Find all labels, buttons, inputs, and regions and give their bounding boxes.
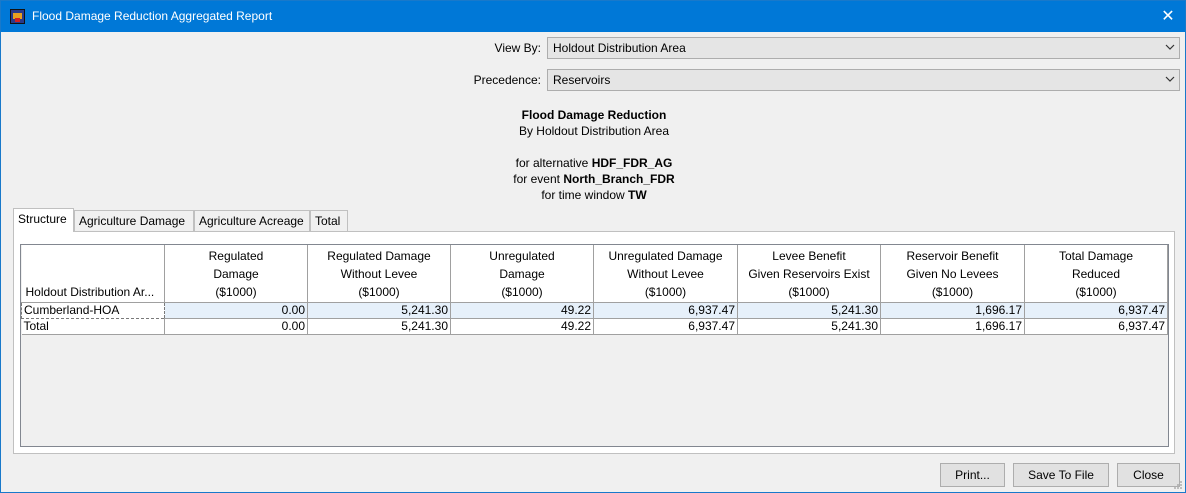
report-heading: Flood Damage Reduction By Holdout Distri… <box>1 107 1186 139</box>
column-header-regulated-damage[interactable]: Regulated Damage ($1000) <box>164 245 308 303</box>
tab-structure[interactable]: Structure <box>13 208 74 232</box>
tw-value: TW <box>628 188 647 202</box>
precedence-label: Precedence: <box>473 73 541 87</box>
table-cell[interactable]: 6,937.47 <box>1024 302 1168 319</box>
table-cell[interactable]: 5,241.30 <box>307 318 451 335</box>
tab-panel: Holdout Distribution Ar... Regulated Dama… <box>13 231 1175 454</box>
tab-total[interactable]: Total <box>310 210 348 232</box>
table-cell[interactable]: 0.00 <box>164 302 308 319</box>
table-cell[interactable]: Total <box>21 318 165 335</box>
column-header-regulated-damage-without-levee[interactable]: Regulated Damage Without Levee ($1000) <box>307 245 451 303</box>
event-prefix: for event <box>513 172 564 186</box>
close-icon[interactable]: ✕ <box>1161 6 1175 25</box>
print-button[interactable]: Print... <box>940 463 1005 487</box>
table-cell[interactable]: 6,937.47 <box>593 318 738 335</box>
table-cell[interactable]: 6,937.47 <box>1024 318 1168 335</box>
column-header-unregulated-damage[interactable]: Unregulated Damage ($1000) <box>450 245 594 303</box>
table-cell[interactable]: 5,241.30 <box>307 302 451 319</box>
save-to-file-button[interactable]: Save To File <box>1013 463 1109 487</box>
table-cell[interactable]: 5,241.30 <box>737 302 881 319</box>
table-cell[interactable]: 1,696.17 <box>880 318 1025 335</box>
resize-grip-icon[interactable] <box>1173 480 1183 490</box>
results-table-area: Holdout Distribution Ar... Regulated Dama… <box>20 244 1169 447</box>
column-header-reservoir-benefit[interactable]: Reservoir Benefit Given No Levees ($1000) <box>880 245 1025 303</box>
report-title: Flood Damage Reduction <box>521 108 667 122</box>
precedence-select[interactable]: Reservoirs <box>547 69 1180 91</box>
table-cell[interactable]: 49.22 <box>450 318 594 335</box>
chevron-down-icon <box>1165 76 1175 82</box>
report-context: for alternative HDF_FDR_AG for event Nor… <box>1 155 1186 203</box>
table-cell[interactable]: 5,241.30 <box>737 318 881 335</box>
view-by-select[interactable]: Holdout Distribution Area <box>547 37 1180 59</box>
tw-prefix: for time window <box>541 188 629 202</box>
close-button[interactable]: Close <box>1117 463 1180 487</box>
column-header-unregulated-damage-without-levee[interactable]: Unregulated Damage Without Levee ($1000) <box>593 245 738 303</box>
window-title: Flood Damage Reduction Aggregated Report <box>32 9 273 23</box>
app-icon <box>10 9 25 24</box>
event-value: North_Branch_FDR <box>563 172 675 186</box>
column-header-levee-benefit[interactable]: Levee Benefit Given Reservoirs Exist ($100… <box>737 245 881 303</box>
alt-value: HDF_FDR_AG <box>591 156 673 170</box>
table-row[interactable]: Total 0.00 5,241.30 49.22 6,937.47 5,241… <box>21 318 1168 335</box>
tab-agriculture-damage[interactable]: Agriculture Damage <box>74 210 194 232</box>
table-header-row: Holdout Distribution Ar... Regulated Dama… <box>21 245 1168 303</box>
column-header-total-damage-reduced[interactable]: Total Damage Reduced ($1000) <box>1024 245 1168 303</box>
table-cell[interactable]: 1,696.17 <box>880 302 1025 319</box>
table-row[interactable]: Cumberland-HOA 0.00 5,241.30 49.22 6,937… <box>21 301 1168 319</box>
view-by-value: Holdout Distribution Area <box>553 41 686 55</box>
table-cell[interactable]: Cumberland-HOA <box>21 301 165 319</box>
chevron-down-icon <box>1165 44 1175 50</box>
column-header-area[interactable]: Holdout Distribution Ar... <box>21 245 165 303</box>
results-table: Holdout Distribution Ar... Regulated Dama… <box>21 245 1168 335</box>
table-cell[interactable]: 49.22 <box>450 302 594 319</box>
title-bar: Flood Damage Reduction Aggregated Report… <box>1 1 1185 32</box>
tab-agriculture-acreage[interactable]: Agriculture Acreage <box>194 210 310 232</box>
table-cell[interactable]: 6,937.47 <box>593 302 738 319</box>
view-by-label: View By: <box>494 41 541 55</box>
precedence-value: Reservoirs <box>553 73 611 87</box>
alt-prefix: for alternative <box>515 156 592 170</box>
table-cell[interactable]: 0.00 <box>164 318 308 335</box>
report-subtitle: By Holdout Distribution Area <box>518 124 670 138</box>
